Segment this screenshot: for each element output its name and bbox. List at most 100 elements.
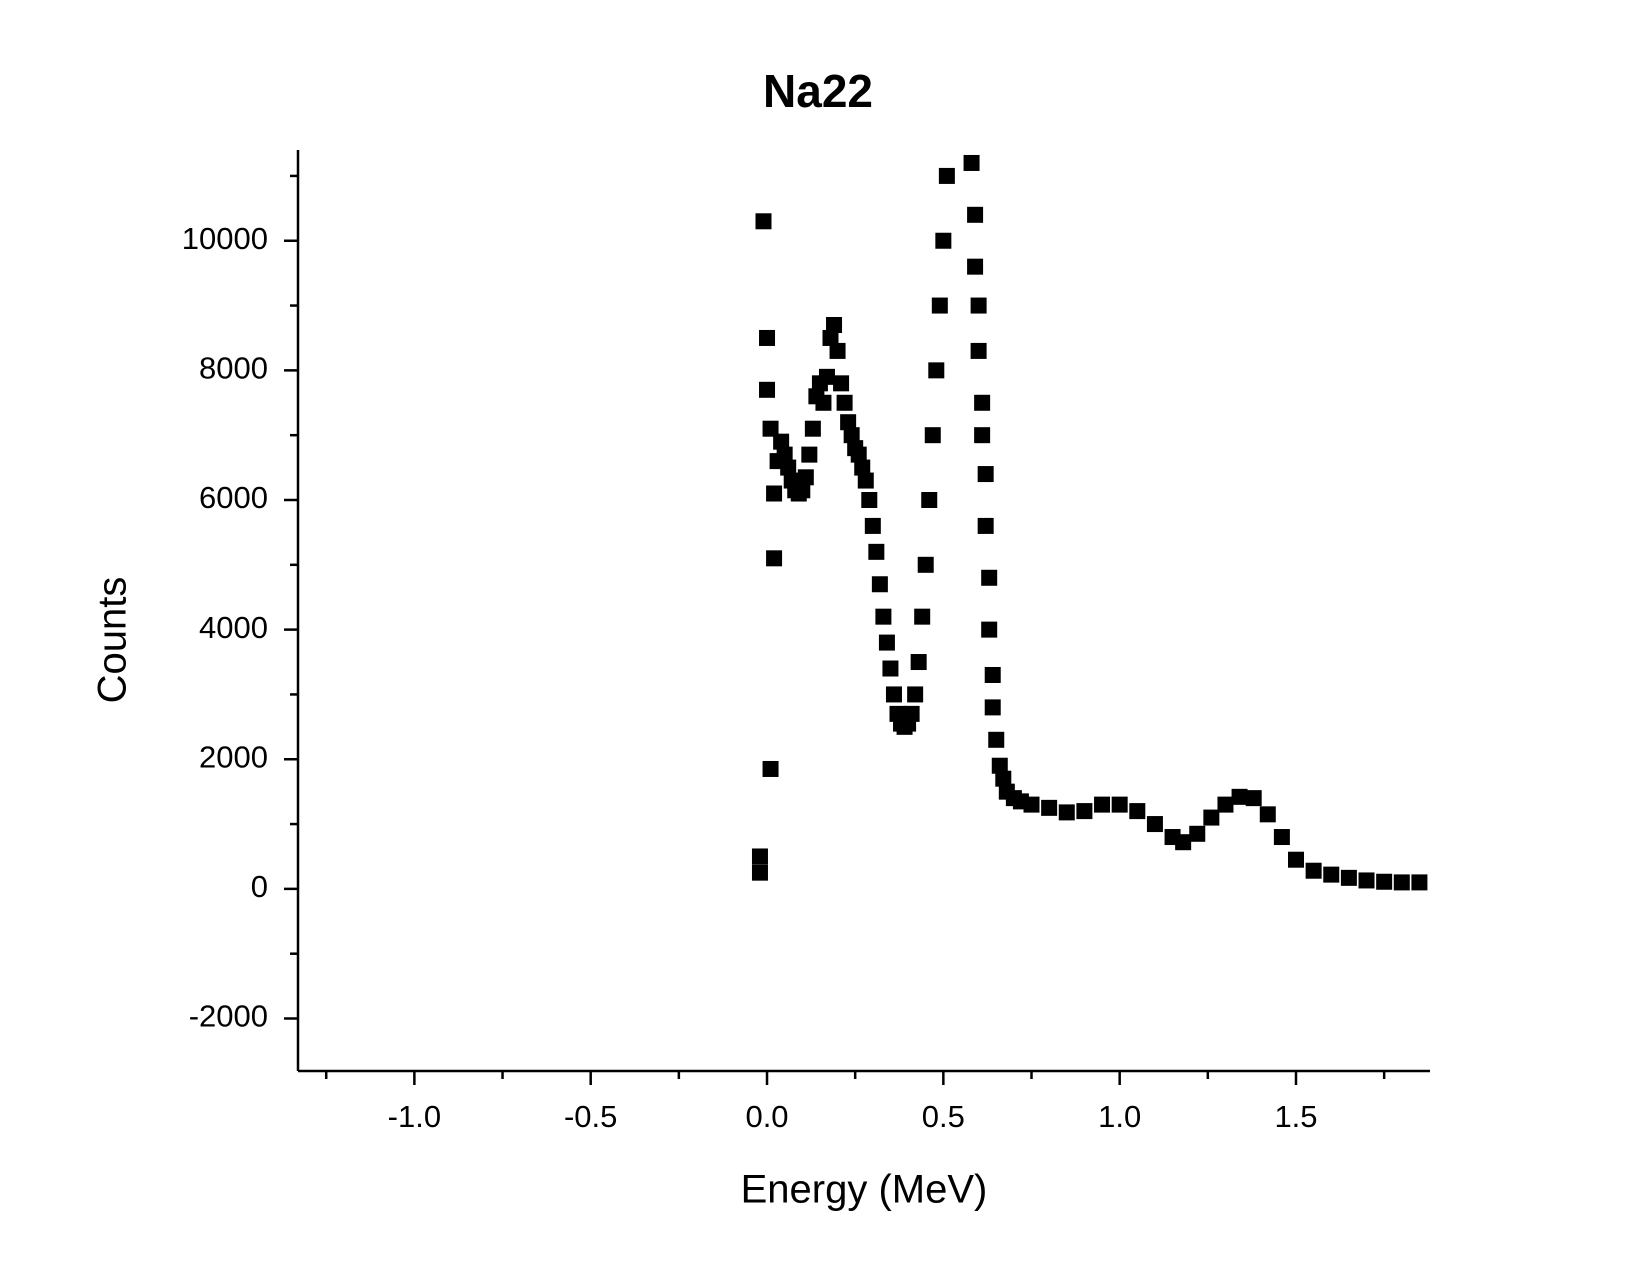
x-tick-label: 0.0 [745, 1099, 788, 1134]
data-point [815, 394, 832, 411]
data-point [921, 491, 938, 508]
data-point [766, 485, 783, 502]
data-point [967, 258, 984, 275]
data-point [818, 368, 835, 385]
x-tick-label: -0.5 [564, 1099, 617, 1134]
data-point [1189, 825, 1206, 842]
data-point [1023, 796, 1040, 813]
data-point [903, 705, 920, 722]
y-tick-label: 6000 [199, 480, 268, 515]
chart-title: Na22 [763, 65, 873, 117]
data-point [1129, 803, 1146, 820]
data-point [843, 427, 860, 444]
data-point [1041, 799, 1058, 816]
y-axis-label: Counts [91, 577, 135, 704]
data-point [1058, 804, 1075, 821]
data-point [924, 427, 941, 444]
data-point [984, 666, 1001, 683]
data-point [935, 232, 952, 249]
data-point [776, 446, 793, 463]
data-point [1231, 788, 1248, 805]
data-point [780, 459, 797, 476]
x-tick-label: 0.5 [922, 1099, 965, 1134]
data-point [836, 394, 853, 411]
x-tick-label: 1.5 [1274, 1099, 1317, 1134]
data-point [759, 329, 776, 346]
data-point [1094, 796, 1111, 813]
x-tick-label: -1.0 [388, 1099, 441, 1134]
data-point [801, 446, 818, 463]
data-point [981, 569, 998, 586]
data-point [1259, 806, 1276, 823]
data-point [882, 660, 899, 677]
data-point [974, 394, 991, 411]
data-point [1111, 796, 1128, 813]
data-point [868, 543, 885, 560]
x-axis-label: Energy (MeV) [741, 1168, 988, 1212]
data-point [854, 459, 871, 476]
data-point [871, 576, 888, 593]
data-point [917, 556, 934, 573]
data-point [938, 167, 955, 184]
data-point [766, 550, 783, 567]
data-point [762, 420, 779, 437]
data-point [875, 608, 892, 625]
data-point [907, 686, 924, 703]
y-tick-label: 2000 [199, 739, 268, 774]
data-point [822, 329, 839, 346]
data-point [1305, 862, 1322, 879]
data-point [755, 213, 772, 230]
data-point [928, 362, 945, 379]
data-point [974, 427, 991, 444]
data-point [826, 316, 843, 333]
data-point [804, 420, 821, 437]
data-point [1203, 809, 1220, 826]
y-tick-label: 10000 [182, 221, 268, 256]
y-tick-label: 0 [251, 869, 268, 904]
data-point [970, 297, 987, 314]
data-point [1358, 872, 1375, 889]
data-point [1273, 829, 1290, 846]
data-point [751, 848, 768, 865]
data-point [1411, 874, 1428, 891]
data-point [840, 414, 857, 431]
data-point [751, 864, 768, 881]
data-point [1323, 866, 1340, 883]
data-point [981, 621, 998, 638]
data-point [963, 154, 980, 171]
data-point [995, 770, 1012, 787]
data-point [1376, 873, 1393, 890]
data-point [931, 297, 948, 314]
data-point [857, 472, 874, 489]
data-point [984, 699, 1001, 716]
data-point [977, 517, 994, 534]
data-point [885, 686, 902, 703]
data-point [878, 634, 895, 651]
data-point [1217, 796, 1234, 813]
data-point [1076, 803, 1093, 820]
y-tick-label: 8000 [199, 351, 268, 386]
data-point [759, 381, 776, 398]
y-tick-label: -2000 [189, 999, 268, 1034]
data-point [861, 491, 878, 508]
data-point [762, 760, 779, 777]
data-point [967, 206, 984, 223]
data-point [988, 731, 1005, 748]
data-point [1340, 869, 1357, 886]
data-point [977, 466, 994, 483]
data-point [970, 342, 987, 359]
data-point [910, 654, 927, 671]
data-point [797, 469, 814, 486]
x-tick-label: 1.0 [1098, 1099, 1141, 1134]
data-point [1393, 874, 1410, 891]
data-point [794, 482, 811, 499]
data-point [1175, 834, 1192, 851]
data-point [773, 433, 790, 450]
data-point [1146, 816, 1163, 833]
data-point [1245, 790, 1262, 807]
data-point [850, 446, 867, 463]
data-point [991, 757, 1008, 774]
data-point [829, 342, 846, 359]
data-point [833, 375, 850, 392]
